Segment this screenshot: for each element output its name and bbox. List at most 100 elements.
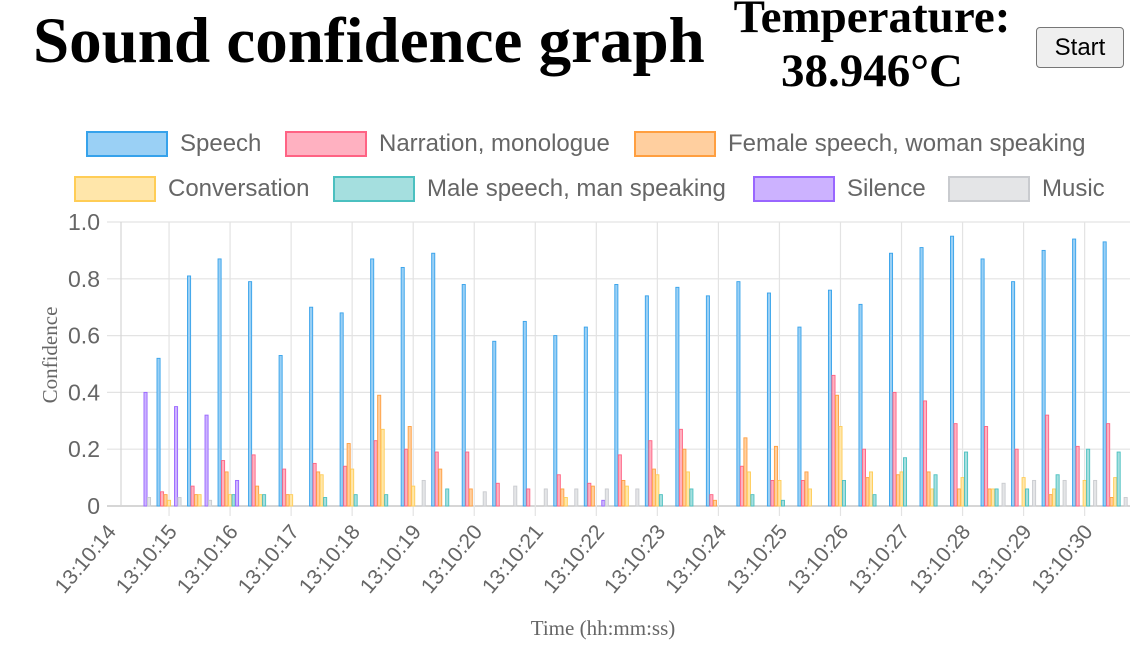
bar-speech: [1011, 281, 1016, 507]
bar-conversation: [960, 477, 965, 507]
bar-male-speech-man-speaking: [964, 451, 969, 507]
bar-music: [147, 497, 152, 507]
bar-narration-monologue: [465, 451, 470, 507]
bar-female-speech-woman-speaking: [590, 485, 595, 507]
bar-narration-monologue: [648, 440, 653, 507]
legend-item-conversation[interactable]: Conversation: [74, 175, 309, 202]
bar-silence: [143, 391, 148, 507]
legend-label: Music: [1042, 175, 1105, 202]
x-tick-label: 13:10:14: [51, 520, 121, 598]
legend-label: Female speech, woman speaking: [728, 130, 1086, 157]
legend-swatch: [948, 176, 1030, 202]
bar-speech: [736, 281, 741, 507]
x-tick-label: 13:10:20: [417, 521, 487, 598]
bar-conversation: [319, 474, 324, 507]
bar-conversation: [1113, 477, 1118, 507]
bar-female-speech-woman-speaking: [468, 488, 473, 507]
bar-speech: [919, 247, 924, 507]
bar-music: [1093, 479, 1098, 507]
x-tick-label: 13:10:26: [783, 521, 853, 598]
bar-speech: [339, 312, 344, 507]
bar-speech: [217, 258, 222, 507]
bar-music: [421, 479, 426, 507]
bar-conversation: [746, 471, 751, 507]
bar-silence: [204, 414, 209, 507]
bar-narration-monologue: [282, 468, 287, 507]
x-axis-title: Time (hh:mm:ss): [531, 616, 676, 640]
bar-female-speech-woman-speaking: [255, 485, 260, 507]
bar-conversation: [167, 499, 172, 507]
legend-item-female-speech[interactable]: Female speech, woman speaking: [634, 130, 1086, 157]
bar-speech: [614, 284, 619, 507]
bar-conversation: [655, 474, 660, 507]
y-tick-label: 0.6: [68, 323, 100, 349]
bar-conversation: [1052, 488, 1057, 507]
bar-conversation: [869, 471, 874, 507]
bar-female-speech-woman-speaking: [865, 477, 870, 507]
legend-swatch: [285, 131, 367, 157]
bars: [143, 235, 1128, 507]
bar-music: [208, 499, 213, 507]
bar-female-speech-woman-speaking: [682, 448, 687, 507]
bar-narration-monologue: [495, 482, 500, 507]
bar-speech: [766, 292, 771, 507]
y-tick-label: 0.8: [68, 266, 100, 292]
bar-conversation: [777, 479, 782, 507]
bar-male-speech-man-speaking: [1086, 448, 1091, 507]
bar-speech: [889, 252, 894, 507]
bar-speech: [278, 355, 283, 507]
x-tick-label: 13:10:15: [112, 521, 182, 598]
bar-male-speech-man-speaking: [903, 457, 908, 507]
bar-female-speech-woman-speaking: [804, 471, 809, 507]
bar-male-speech-man-speaking: [1055, 474, 1060, 507]
bar-female-speech-woman-speaking: [224, 471, 229, 507]
bar-speech: [492, 340, 497, 507]
x-tick-label: 13:10:19: [356, 521, 426, 598]
x-tick-label: 13:10:25: [722, 521, 792, 598]
temperature-label: Temperature:: [733, 0, 1011, 43]
legend-swatch: [74, 176, 156, 202]
start-button[interactable]: Start: [1036, 27, 1124, 68]
y-tick-label: 1.0: [68, 209, 100, 235]
bar-speech: [370, 258, 375, 507]
bar-music: [635, 488, 640, 507]
bar-narration-monologue: [800, 479, 805, 507]
bar-speech: [950, 235, 955, 507]
bar-narration-monologue: [1045, 414, 1050, 507]
legend-label: Narration, monologue: [379, 130, 610, 157]
bar-narration-monologue: [739, 465, 744, 507]
bar-music: [513, 485, 518, 507]
bar-conversation: [807, 488, 812, 507]
bar-conversation: [563, 497, 568, 507]
bar-speech: [553, 335, 558, 507]
bar-male-speech-man-speaking: [384, 494, 389, 507]
bar-female-speech-woman-speaking: [1048, 494, 1053, 507]
bar-narration-monologue: [556, 474, 561, 507]
bar-conversation: [1021, 477, 1026, 507]
x-tick-label: 13:10:21: [478, 521, 548, 598]
legend-item-male-speech[interactable]: Male speech, man speaking: [333, 175, 726, 202]
bar-conversation: [685, 471, 690, 507]
legend-item-music[interactable]: Music: [948, 175, 1105, 202]
bar-conversation: [411, 485, 416, 507]
bar-narration-monologue: [709, 494, 714, 507]
bar-female-speech-woman-speaking: [773, 445, 778, 507]
legend-item-narration[interactable]: Narration, monologue: [285, 130, 610, 157]
legend-item-silence[interactable]: Silence: [753, 175, 926, 202]
bar-speech: [309, 306, 314, 507]
y-tick-label: 0: [87, 493, 100, 519]
legend-item-speech[interactable]: Speech: [86, 130, 261, 157]
bar-narration-monologue: [587, 482, 592, 507]
bar-female-speech-woman-speaking: [987, 488, 992, 507]
bar-speech: [827, 289, 832, 507]
bar-music: [604, 488, 609, 507]
x-tick-label: 13:10:28: [905, 521, 975, 598]
bar-speech: [522, 320, 527, 507]
bar-speech: [187, 275, 192, 507]
legend-swatch: [333, 176, 415, 202]
bar-speech: [156, 357, 161, 507]
bar-female-speech-woman-speaking: [316, 471, 321, 507]
x-tick-label: 13:10:16: [173, 521, 243, 598]
bar-narration-monologue: [434, 451, 439, 507]
